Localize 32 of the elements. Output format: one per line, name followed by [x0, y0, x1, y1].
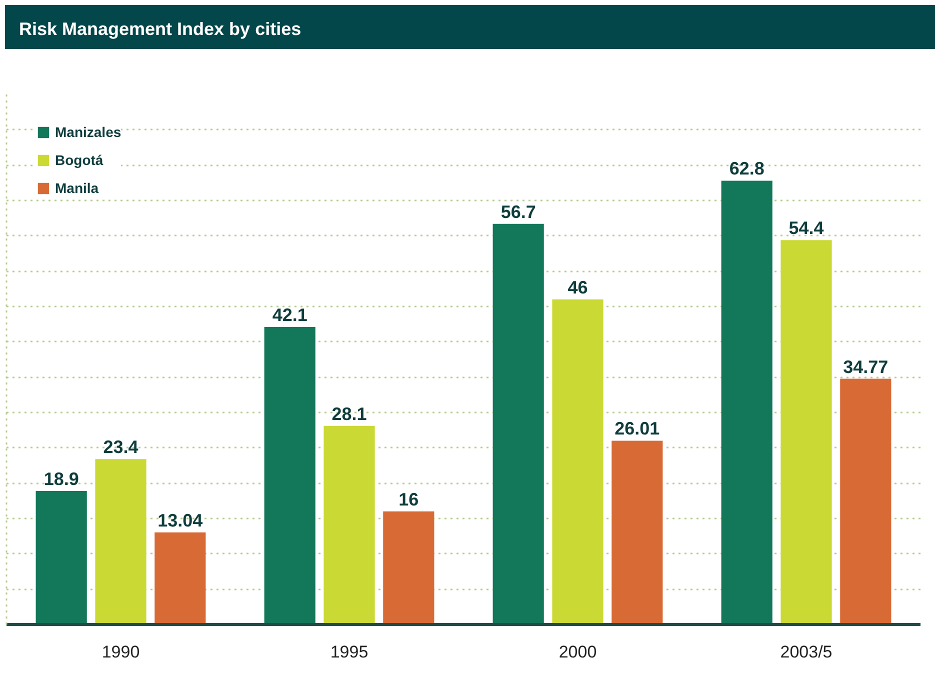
bar — [264, 326, 316, 624]
data-label: 23.4 — [103, 437, 138, 458]
data-label: 62.8 — [729, 158, 764, 179]
bar — [612, 440, 663, 624]
data-label: 13.04 — [158, 510, 203, 530]
data-label: 46 — [568, 277, 588, 298]
bar — [36, 490, 87, 624]
bar — [324, 426, 375, 624]
bar — [383, 511, 434, 624]
data-label: 18.9 — [44, 468, 79, 489]
bar — [552, 299, 604, 624]
bar — [780, 240, 832, 624]
x-tick-label: 1995 — [330, 642, 368, 662]
bar — [721, 180, 772, 624]
bar — [492, 224, 544, 624]
bar — [840, 378, 892, 624]
legend-label: Manizales — [55, 124, 122, 140]
data-label: 28.1 — [332, 404, 367, 424]
bar — [154, 532, 206, 624]
bar — [95, 459, 146, 624]
data-label: 42.1 — [272, 304, 308, 325]
data-label: 54.4 — [788, 218, 824, 238]
x-tick-label: 1990 — [102, 642, 140, 662]
legend-label: Manila — [55, 180, 99, 196]
data-label: 16 — [398, 489, 419, 510]
data-label: 56.7 — [500, 202, 536, 222]
chart-title: Risk Management Index by cities — [19, 18, 302, 41]
x-tick-label: 2000 — [558, 642, 597, 662]
x-tick-label: 2003/5 — [780, 642, 832, 662]
data-label: 26.01 — [614, 418, 660, 439]
data-label: 34.77 — [843, 356, 888, 377]
legend-label: Bogotá — [55, 152, 104, 168]
